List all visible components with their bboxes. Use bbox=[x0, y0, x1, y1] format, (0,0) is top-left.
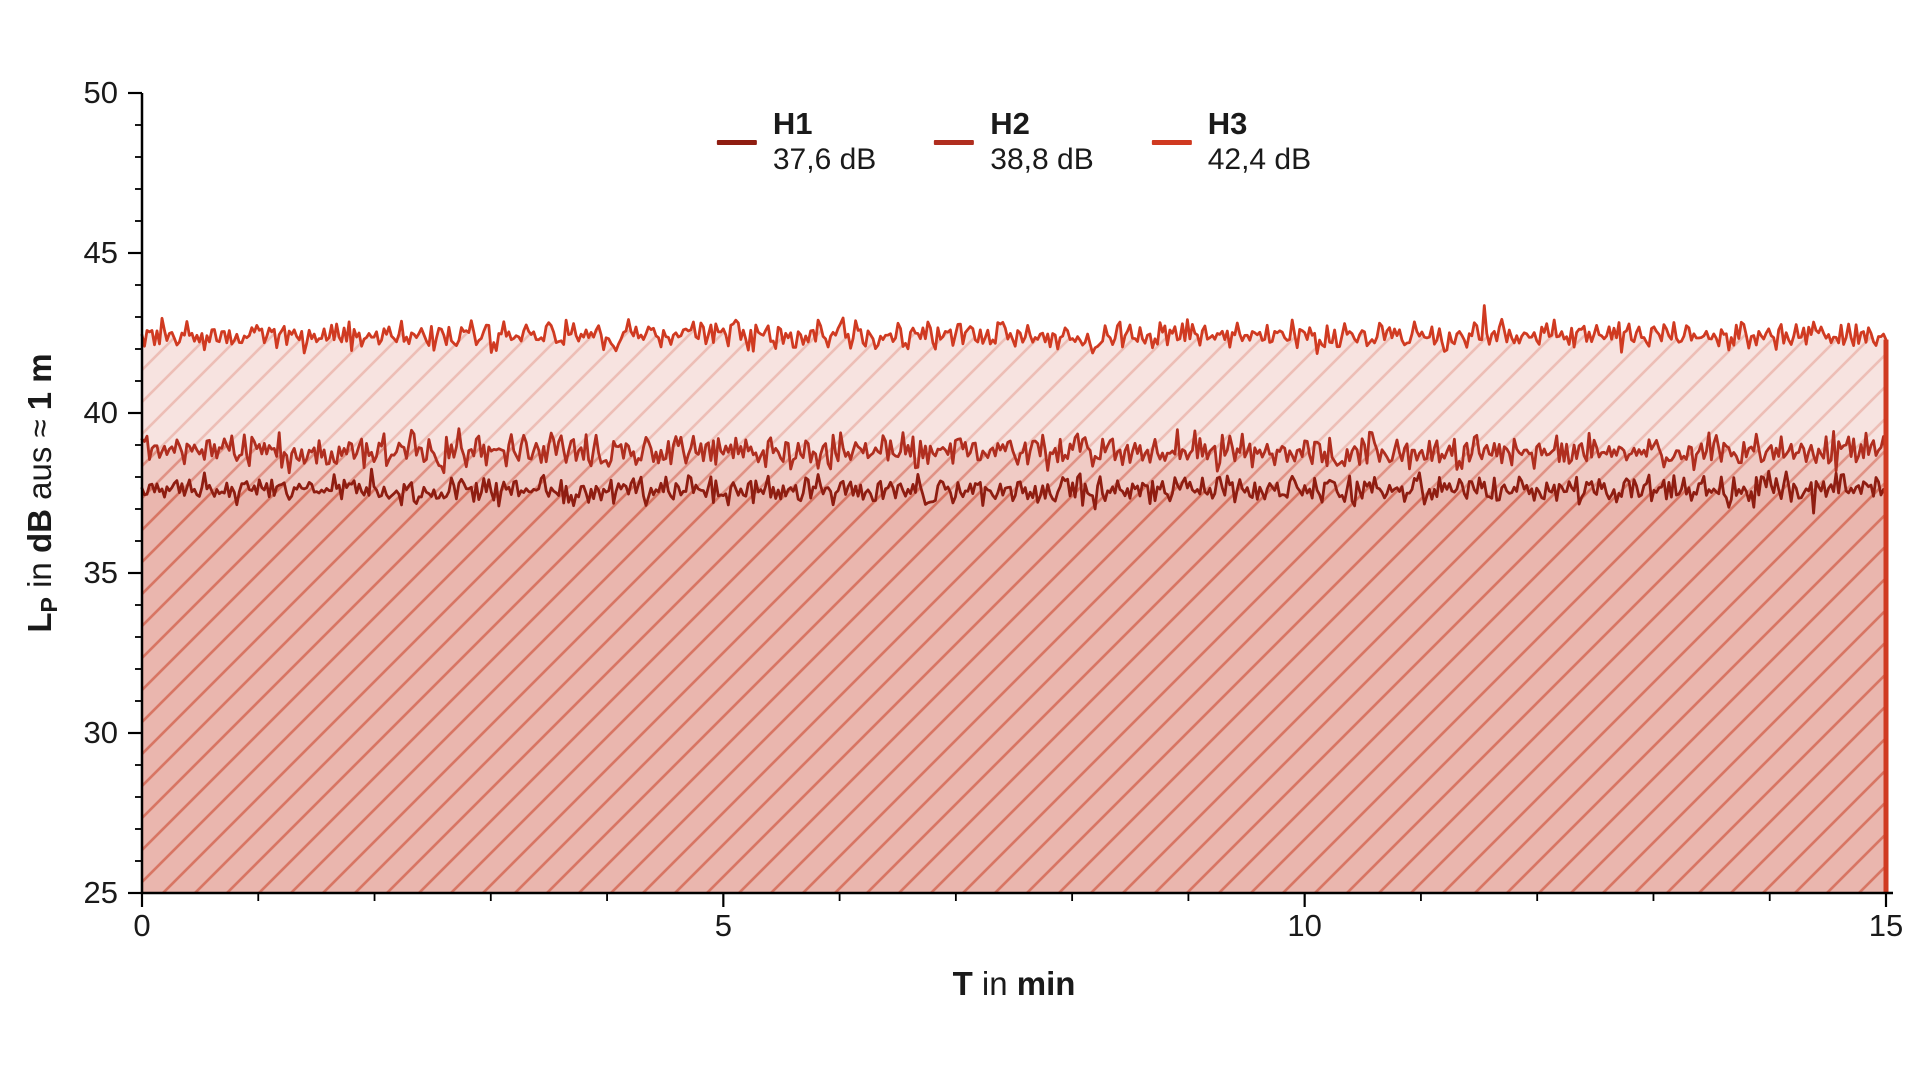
y-tick-label: 25 bbox=[83, 875, 118, 910]
axes bbox=[140, 93, 1893, 895]
x-axis-label-part: in bbox=[972, 965, 1017, 1002]
legend: H1 37,6 dB H2 38,8 dB H3 42,4 dB bbox=[716, 106, 1311, 178]
x-tick-label: 10 bbox=[1287, 908, 1322, 943]
legend-swatch-h3-line bbox=[1151, 139, 1192, 145]
x-axis-label: T in min bbox=[953, 965, 1076, 1003]
legend-series-name: H3 bbox=[1207, 106, 1248, 141]
legend-text-h3: H3 42,4 dB bbox=[1208, 106, 1311, 178]
series-h3-hatch bbox=[142, 305, 1886, 893]
legend-swatch-h1-line bbox=[716, 139, 757, 145]
y-tick-label: 35 bbox=[83, 555, 118, 590]
series-h2-line bbox=[140, 427, 1888, 475]
y-tick-label: 40 bbox=[83, 395, 118, 430]
legend-series-value: 38,8 dB bbox=[990, 143, 1094, 176]
y-axis-label-part: dB bbox=[21, 509, 58, 554]
legend-swatch-h2-line bbox=[934, 139, 975, 145]
y-tick-label: 30 bbox=[83, 715, 118, 750]
series-h3-line bbox=[140, 304, 1888, 355]
legend-series-name: H1 bbox=[772, 106, 813, 141]
legend-item-h2: H2 38,8 dB bbox=[934, 106, 1094, 178]
y-axis-label-part: P bbox=[36, 597, 63, 613]
x-axis-label-part: T bbox=[952, 965, 973, 1002]
legend-item-h3: H3 42,4 dB bbox=[1151, 106, 1311, 178]
x-tick-label: 0 bbox=[133, 908, 151, 943]
legend-item-h1: H1 37,6 dB bbox=[716, 106, 876, 178]
axis-ticks bbox=[128, 91, 1888, 907]
legend-text-h2: H2 38,8 dB bbox=[990, 106, 1093, 178]
legend-series-value: 42,4 dB bbox=[1207, 143, 1312, 176]
legend-series-value: 37,6 dB bbox=[772, 143, 877, 176]
series-fills bbox=[142, 305, 1886, 893]
x-tick-label: 5 bbox=[714, 908, 732, 943]
x-tick-label: 15 bbox=[1868, 908, 1904, 943]
series-h1-line bbox=[140, 467, 1888, 515]
x-axis-label-part: min bbox=[1016, 965, 1076, 1002]
legend-series-name: H2 bbox=[990, 106, 1030, 141]
y-tick-label: 45 bbox=[83, 235, 118, 270]
y-tick-label: 50 bbox=[83, 75, 118, 110]
series-lines bbox=[140, 304, 1888, 515]
y-axis-label-part: L bbox=[21, 612, 58, 633]
legend-text-h1: H1 37,6 dB bbox=[773, 106, 876, 178]
